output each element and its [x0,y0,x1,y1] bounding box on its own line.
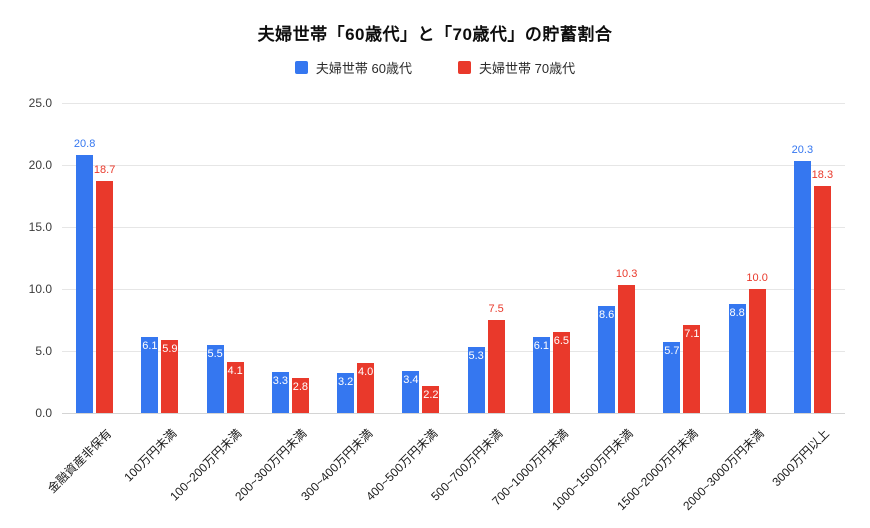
bar-60s-0 [76,155,94,413]
bar-value-label: 5.3 [468,350,484,363]
bar-70s-9 [683,324,701,413]
bar-70s-3 [291,378,309,413]
bar-value-label: 8.8 [729,306,745,319]
legend-label-70s: 夫婦世帯 70歳代 [479,61,576,76]
bar-value-label: 3.4 [403,373,419,386]
bar-70s-11 [813,186,831,413]
bar-value-label: 4.0 [357,366,374,379]
bar-value-label: 18.7 [93,164,116,177]
bar-70s-7 [552,332,570,413]
legend-item-60s: 夫婦世帯 60歳代 [294,58,412,77]
y-axis-tick-label: 10.0 [28,282,52,296]
legend-swatch-70s-icon [458,61,471,74]
bar-value-label: 7.5 [488,303,504,315]
y-axis-tick-label: 15.0 [28,220,52,234]
gridline [62,103,845,104]
bar-value-label: 7.1 [684,327,700,340]
bar-60s-7 [532,337,550,413]
bar-value-label: 18.3 [811,169,834,182]
bar-value-label: 5.7 [664,345,680,358]
bar-70s-1 [161,339,179,413]
bar-value-label: 3.2 [337,376,354,389]
legend-item-70s: 夫婦世帯 70歳代 [458,58,575,77]
bar-value-label: 20.8 [73,138,96,151]
x-axis-category-label: 金融資産非保有 [44,426,114,496]
bar-value-label: 10.0 [746,272,768,284]
bar-60s-8 [598,306,616,413]
bar-value-label: 8.6 [598,309,615,322]
bar-60s-1 [141,337,159,413]
legend: 夫婦世帯 60歳代 夫婦世帯 70歳代 [0,58,870,77]
bar-value-label: 3.3 [272,375,289,388]
bar-70s-4 [357,363,375,413]
gridline [62,289,845,290]
bar-value-label: 2.8 [292,381,309,394]
bar-60s-9 [663,342,681,413]
bar-value-label: 6.1 [142,340,158,353]
bar-value-label: 6.1 [533,340,550,353]
gridline [62,351,845,352]
bar-60s-4 [337,373,355,413]
bar-70s-6 [487,320,505,413]
bar-70s-10 [748,289,766,413]
bar-value-label: 2.2 [423,388,439,401]
bar-value-label: 5.9 [162,342,178,355]
gridline [62,413,845,414]
chart-title: 夫婦世帯「60歳代」と「70歳代」の貯蓄割合 [257,25,613,44]
bar-60s-5 [402,370,420,413]
y-axis-tick-label: 20.0 [28,158,52,172]
gridline [62,227,845,228]
bar-60s-6 [467,347,485,413]
gridline [62,165,845,166]
bar-60s-2 [206,344,224,413]
bar-value-label: 20.3 [791,144,814,157]
bar-value-label: 4.1 [227,365,243,378]
bar-60s-3 [271,372,289,413]
bar-value-label: 6.5 [553,335,570,348]
bar-70s-5 [422,385,440,413]
bar-60s-11 [793,161,811,413]
bar-60s-10 [728,303,746,413]
y-axis-tick-label: 25.0 [28,96,52,110]
y-axis-tick-label: 0.0 [35,406,52,420]
bar-70s-0 [96,181,114,413]
bar-value-label: 10.3 [615,268,638,281]
y-axis-tick-label: 5.0 [35,344,52,358]
legend-label-60s: 夫婦世帯 60歳代 [315,61,412,76]
x-axis-category-label: 100万円未満 [121,426,180,485]
x-axis-category-label: 3000万円以上 [768,426,832,490]
bar-70s-8 [618,285,636,413]
bar-value-label: 5.5 [207,347,223,360]
bar-70s-2 [226,362,244,413]
legend-swatch-60s-icon [294,61,308,74]
